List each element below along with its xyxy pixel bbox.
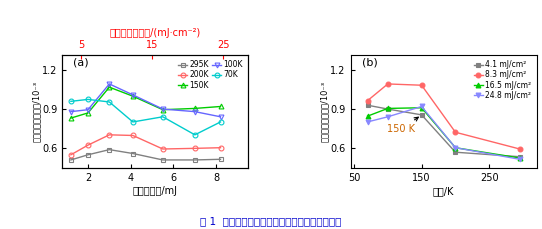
Y-axis label: 太赫兹波产生效率/10⁻³: 太赫兹波产生效率/10⁻³: [320, 81, 329, 142]
70K: [159, 115, 166, 118]
70K: [192, 134, 198, 136]
16.5 mJ/cm²: [418, 106, 425, 109]
8.3 mJ/cm²: [384, 83, 391, 85]
Line: 16.5 mJ/cm²: 16.5 mJ/cm²: [365, 105, 522, 161]
X-axis label: 泵浦光能量/mJ: 泵浦光能量/mJ: [133, 186, 178, 196]
8.3 mJ/cm²: [364, 99, 371, 102]
Line: 24.8 mJ/cm²: 24.8 mJ/cm²: [365, 104, 522, 162]
100K: [106, 83, 113, 85]
16.5 mJ/cm²: [384, 107, 391, 110]
295K: [106, 148, 113, 151]
200K: [192, 147, 198, 150]
200K: [217, 146, 224, 149]
70K: [68, 100, 74, 103]
24.8 mJ/cm²: [364, 120, 371, 123]
100K: [130, 93, 136, 96]
200K: [68, 153, 74, 156]
295K: [130, 152, 136, 155]
4.1 mJ/cm²: [364, 104, 371, 106]
70K: [106, 101, 113, 103]
200K: [130, 134, 136, 137]
100K: [68, 110, 74, 113]
16.5 mJ/cm²: [452, 146, 459, 149]
24.8 mJ/cm²: [452, 146, 459, 149]
X-axis label: 泵浦光能量密度/(mJ·cm⁻²): 泵浦光能量密度/(mJ·cm⁻²): [109, 28, 201, 38]
Text: (a): (a): [74, 57, 89, 67]
150K: [85, 112, 91, 114]
200K: [85, 144, 91, 147]
4.1 mJ/cm²: [418, 114, 425, 116]
150K: [106, 86, 113, 89]
150K: [192, 107, 198, 110]
Line: 70K: 70K: [68, 97, 223, 137]
24.8 mJ/cm²: [418, 105, 425, 108]
Text: 150 K: 150 K: [388, 117, 418, 134]
100K: [192, 110, 198, 113]
24.8 mJ/cm²: [384, 115, 391, 118]
Text: (b): (b): [362, 57, 378, 67]
295K: [85, 153, 91, 156]
70K: [217, 120, 224, 123]
8.3 mJ/cm²: [452, 131, 459, 134]
295K: [192, 158, 198, 161]
150K: [130, 95, 136, 98]
200K: [106, 134, 113, 136]
100K: [159, 108, 166, 110]
16.5 mJ/cm²: [517, 157, 523, 159]
8.3 mJ/cm²: [418, 84, 425, 87]
70K: [85, 98, 91, 101]
8.3 mJ/cm²: [517, 148, 523, 150]
16.5 mJ/cm²: [364, 115, 371, 117]
Legend: 4.1 mJ/cm², 8.3 mJ/cm², 16.5 mJ/cm², 24.8 mJ/cm²: 4.1 mJ/cm², 8.3 mJ/cm², 16.5 mJ/cm², 24.…: [472, 59, 533, 101]
295K: [217, 158, 224, 161]
24.8 mJ/cm²: [517, 158, 523, 161]
Line: 4.1 mJ/cm²: 4.1 mJ/cm²: [365, 103, 522, 159]
295K: [68, 158, 74, 161]
Line: 100K: 100K: [68, 82, 223, 119]
70K: [130, 120, 136, 123]
Line: 150K: 150K: [68, 85, 223, 120]
4.1 mJ/cm²: [452, 151, 459, 154]
X-axis label: 温度/K: 温度/K: [433, 186, 454, 196]
Y-axis label: 太赫兹波产生效率/10⁻³: 太赫兹波产生效率/10⁻³: [31, 81, 41, 142]
4.1 mJ/cm²: [517, 155, 523, 158]
Text: 图 1  不同温度和泵浦能量下太赫兹波的转换效率: 图 1 不同温度和泵浦能量下太赫兹波的转换效率: [201, 216, 341, 226]
200K: [159, 148, 166, 150]
150K: [159, 108, 166, 111]
Line: 295K: 295K: [68, 147, 223, 162]
4.1 mJ/cm²: [384, 108, 391, 110]
Line: 8.3 mJ/cm²: 8.3 mJ/cm²: [365, 82, 522, 151]
295K: [159, 158, 166, 161]
100K: [217, 115, 224, 118]
150K: [68, 117, 74, 120]
100K: [85, 108, 91, 111]
Legend: 295K, 200K, 150K, 100K, 70K: 295K, 200K, 150K, 100K, 70K: [177, 59, 244, 91]
Line: 200K: 200K: [68, 132, 223, 157]
150K: [217, 105, 224, 108]
